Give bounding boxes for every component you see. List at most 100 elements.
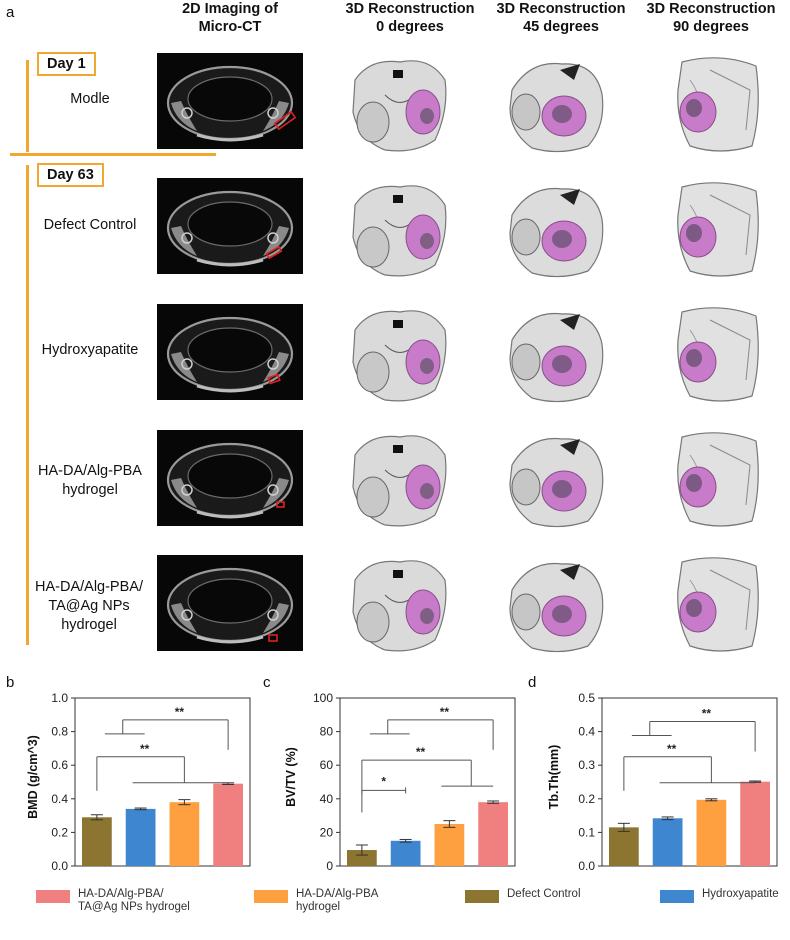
column-header-line: 3D Reconstruction <box>646 1 776 17</box>
defect-region <box>679 341 717 383</box>
reconstruction-row3-view-0 <box>345 300 455 410</box>
ct-right-spot <box>267 358 279 370</box>
legend-text-line: HA-DA/Alg-PBA <box>296 888 379 900</box>
row-label-line: TA@Ag NPs <box>48 598 130 614</box>
ct-left-bone <box>171 352 197 382</box>
column-header-recon-45: 3D Reconstruction 45 degrees <box>481 0 641 36</box>
column-header-line: 45 degrees <box>523 19 599 35</box>
ct-right-bone <box>263 101 289 131</box>
ct-left-spot <box>181 358 193 370</box>
defect-region <box>405 214 441 260</box>
reconstruction-row2-view-0 <box>345 175 455 285</box>
legend-swatch <box>36 890 70 903</box>
chart-d-ylabel: Tb.Th(mm) <box>547 744 561 810</box>
sig-label: * <box>381 774 386 788</box>
panel-letter-c: c <box>263 674 271 691</box>
ct-cavity <box>187 578 273 624</box>
micro-ct-image-hydrogel <box>157 430 303 526</box>
y-tick-label: 0.6 <box>51 758 68 772</box>
chart-tb-th: 0.0 0.1 0.2 0.3 0.4 0.5 ** ** <box>562 690 784 885</box>
day-63-label: Day 63 <box>37 163 104 187</box>
bar-1 <box>347 850 377 866</box>
ct-defect-marker <box>273 110 297 131</box>
reconstruction-svg <box>677 557 759 652</box>
reconstruction-row1-view-0 <box>345 50 455 160</box>
reconstruction-svg <box>352 60 447 152</box>
reconstruction-svg <box>352 185 447 277</box>
ct-cavity <box>187 327 273 373</box>
micro-ct-image-model <box>157 53 303 149</box>
bar-4 <box>740 781 770 866</box>
ct-cavity <box>187 76 273 122</box>
reconstruction-svg <box>677 432 759 527</box>
row-label-line: Modle <box>70 91 110 107</box>
bar-2 <box>390 840 421 866</box>
reconstruction-row5-view-0 <box>345 550 455 660</box>
bar-1 <box>82 817 112 866</box>
column-header-line: 3D Reconstruction <box>496 1 626 17</box>
defect-region <box>541 345 587 387</box>
defect-region <box>541 220 587 262</box>
reconstruction-row4-view-90 <box>660 425 770 535</box>
column-header-line: 3D Reconstruction <box>345 1 475 17</box>
row-label-line: HA-DA/Alg-PBA/ <box>35 579 143 595</box>
y-tick-label: 0.8 <box>51 725 68 739</box>
defect-region <box>405 464 441 510</box>
y-tick-label: 0.0 <box>51 859 68 873</box>
legend-text-line: Hydroxyapatite <box>702 888 779 900</box>
bar-3 <box>696 799 727 866</box>
bar-3 <box>169 802 200 866</box>
day-separator-line <box>10 153 216 156</box>
y-tick-label: 1.0 <box>51 691 68 705</box>
ct-cavity <box>187 453 273 499</box>
bar-4 <box>213 783 243 866</box>
ct-cavity <box>187 201 273 247</box>
bar-2 <box>125 808 156 866</box>
ct-base-bone <box>196 384 264 393</box>
reconstruction-row2-view-90 <box>660 175 770 285</box>
y-tick-label: 0.2 <box>578 792 595 806</box>
row-label-hydrogel-ag: HA-DA/Alg-PBA/ TA@Ag NPs hydrogel <box>14 578 164 635</box>
bar-3 <box>434 824 465 866</box>
day-1-label: Day 1 <box>37 52 96 76</box>
ct-defect-marker <box>265 245 283 260</box>
reconstruction-row5-view-90 <box>660 550 770 660</box>
defect-region <box>679 91 717 133</box>
ct-left-bone <box>171 478 197 508</box>
row-label-line: hydrogel <box>62 482 118 498</box>
bar-1 <box>609 827 639 866</box>
row-label-line: HA-DA/Alg-PBA <box>38 463 142 479</box>
ct-right-bone <box>263 603 289 633</box>
plot-frame <box>601 697 778 867</box>
ct-right-spot <box>267 609 279 621</box>
defect-region <box>679 216 717 258</box>
ct-base-bone <box>196 133 264 142</box>
y-tick-label: 100 <box>313 691 333 705</box>
legend-text-line: Defect Control <box>507 888 581 900</box>
legend-item-hydrogel-ag: HA-DA/Alg-PBA/ TA@Ag NPs hydrogel <box>36 888 190 914</box>
ct-left-spot <box>181 609 193 621</box>
column-header-recon-0: 3D Reconstruction 0 degrees <box>330 0 490 36</box>
day63-timeline-line <box>26 165 29 645</box>
legend-text-line: TA@Ag NPs hydrogel <box>78 901 190 913</box>
y-tick-label: 80 <box>320 725 334 739</box>
y-tick-label: 60 <box>320 758 334 772</box>
ct-right-spot <box>267 232 279 244</box>
panel-letter-b: b <box>6 674 15 691</box>
sig-label: ** <box>702 707 712 721</box>
legend-item-hydrogel: HA-DA/Alg-PBA hydrogel <box>254 888 378 914</box>
y-tick-label: 0.2 <box>51 825 68 839</box>
defect-region <box>405 589 441 635</box>
y-tick-label: 0.3 <box>578 758 595 772</box>
ct-base-bone <box>196 510 264 519</box>
sig-label: ** <box>440 705 450 719</box>
legend-swatch <box>465 890 499 903</box>
ct-defect-marker <box>267 373 281 385</box>
reconstruction-svg <box>352 560 447 652</box>
y-tick-label: 0.4 <box>51 792 68 806</box>
sig-label: ** <box>175 705 185 719</box>
legend-text: HA-DA/Alg-PBA/ TA@Ag NPs hydrogel <box>78 888 190 914</box>
ct-left-spot <box>181 484 193 496</box>
panel-letter-d: d <box>528 674 537 691</box>
